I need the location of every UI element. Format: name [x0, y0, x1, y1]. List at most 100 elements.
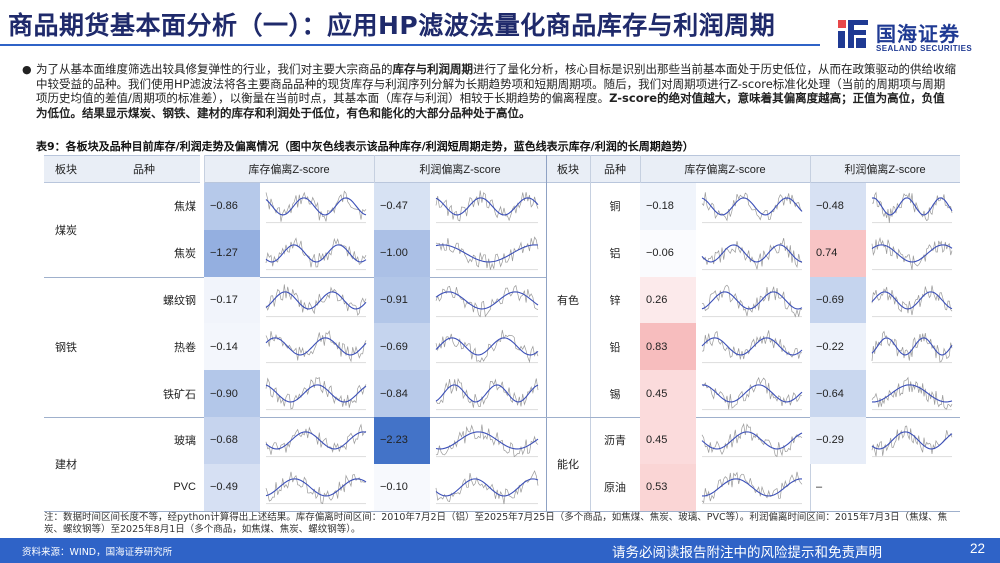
table-caption: 表9：各板块及品种目前库存/利润走势及偏离情况（图中灰色线表示该品种库存/利润短…	[36, 140, 694, 153]
long-trend-line	[435, 244, 539, 263]
profit-zscore: −0.69	[374, 323, 430, 371]
long-trend-line	[871, 290, 953, 310]
footer-source: 资料来源：WIND，国海证券研究所	[22, 547, 173, 558]
long-trend-line	[265, 384, 367, 403]
sector-cell-left: 钢铁	[55, 341, 77, 354]
profit-zscore: −0.22	[810, 323, 866, 371]
inventory-sparkline	[265, 330, 367, 364]
long-trend-line	[265, 197, 367, 216]
inventory-sparkline	[701, 237, 803, 270]
logo-english-name: SEALAND SECURITIES	[876, 44, 973, 53]
short-cycle-line	[701, 192, 803, 222]
inventory-sparkline	[701, 423, 803, 458]
sector-cell-right: 有色	[557, 295, 579, 307]
inventory-sparkline	[701, 330, 803, 364]
variety-name: 玻璃	[174, 435, 196, 448]
inventory-zscore: 0.83	[640, 323, 696, 371]
long-trend-line	[265, 337, 367, 356]
title-divider	[0, 44, 820, 46]
inventory-zscore: −0.18	[640, 183, 696, 230]
group-divider	[44, 417, 546, 418]
deviation-table: 板块 品种 库存偏离Z-score 利润偏离Z-score 板块 品种 库存偏离Z-scor…	[44, 155, 960, 512]
profit-sparkline	[435, 236, 539, 270]
short-cycle-line	[701, 237, 803, 270]
profit-zscore: 0.74	[810, 229, 866, 277]
long-trend-line	[871, 244, 953, 263]
long-trend-line	[872, 384, 953, 403]
short-cycle-line	[265, 283, 367, 316]
variety-name: 原油	[604, 482, 626, 495]
inventory-zscore: −1.27	[204, 229, 260, 277]
short-cycle-line	[265, 236, 367, 268]
column-divider	[590, 155, 591, 511]
inventory-sparkline	[265, 190, 367, 224]
short-cycle-line	[435, 190, 539, 222]
profit-sparkline	[435, 469, 539, 504]
sealand-logo-icon	[838, 20, 868, 48]
long-trend-line	[265, 478, 367, 497]
variety-name: 铅	[609, 341, 621, 354]
long-trend-line	[265, 244, 367, 263]
inventory-sparkline	[701, 192, 803, 224]
short-cycle-line	[701, 330, 803, 360]
short-cycle-line	[871, 425, 953, 457]
long-trend-line	[435, 478, 539, 497]
header-inv-left: 库存偏离Z-score	[204, 155, 374, 183]
long-trend-line	[871, 337, 953, 356]
group-divider	[44, 510, 546, 512]
bullet-icon: ●	[22, 63, 32, 76]
profit-sparkline	[435, 330, 539, 364]
inventory-zscore: −0.86	[204, 183, 260, 230]
long-trend-line	[435, 197, 539, 216]
short-cycle-line	[435, 424, 539, 458]
profit-zscore: −2.23	[374, 417, 430, 464]
profit-zscore: −1.00	[374, 229, 430, 277]
group-divider	[546, 417, 960, 418]
short-cycle-line	[435, 330, 539, 364]
inventory-sparkline	[265, 283, 367, 317]
short-cycle-line	[435, 236, 539, 270]
profit-sparkline	[871, 191, 953, 224]
header-variety-left: 品种	[88, 155, 200, 183]
short-cycle-line	[701, 471, 803, 504]
inventory-zscore: 0.45	[640, 417, 696, 464]
inventory-sparkline	[701, 471, 803, 504]
header-profit-right: 利润偏离Z-score	[810, 155, 960, 183]
variety-name: 焦炭	[174, 248, 196, 261]
profit-zscore: −0.91	[374, 276, 430, 324]
long-trend-line	[702, 384, 803, 403]
short-cycle-line	[265, 330, 367, 363]
variety-name: 锡	[609, 388, 621, 401]
inventory-zscore: −0.68	[204, 417, 260, 464]
variety-name: 螺纹钢	[163, 294, 196, 307]
header-profit-left: 利润偏离Z-score	[374, 155, 546, 183]
variety-name: 铁矿石	[163, 388, 196, 401]
long-trend-line	[871, 431, 953, 450]
profit-sparkline	[871, 376, 953, 411]
variety-name: 铝	[609, 248, 621, 261]
profit-zscore: –	[816, 481, 823, 494]
short-cycle-line	[435, 378, 539, 408]
profit-zscore: −0.29	[810, 417, 866, 464]
short-cycle-line	[435, 469, 539, 504]
profit-sparkline	[871, 425, 953, 458]
group-divider	[44, 276, 546, 278]
sector-cell-right: 能化	[557, 458, 579, 471]
intro-bold-2: Z-score的绝对值越大，意味着其偏离度越高；正值为高位，负值为低位。结果显示…	[36, 91, 945, 120]
logo-chinese-name: 国海证券	[876, 22, 960, 46]
short-cycle-line	[265, 471, 367, 504]
table-note: 注：数据时间区间长度不等，经python计算得出上述结果。库存偏离时间区间：20…	[44, 512, 948, 535]
intro-bold-1: 库存与利润周期	[392, 62, 474, 76]
profit-zscore: −0.84	[374, 370, 430, 417]
short-cycle-line	[871, 331, 953, 363]
inventory-zscore: −0.17	[204, 276, 260, 324]
long-trend-line	[435, 290, 539, 310]
short-cycle-line	[871, 236, 953, 270]
variety-name: 锌	[609, 294, 621, 307]
inventory-sparkline	[265, 236, 367, 270]
variety-name: 焦煤	[174, 201, 196, 214]
inventory-zscore: 0.45	[640, 370, 696, 417]
profit-sparkline	[871, 285, 953, 317]
header-sector-left: 板块	[44, 155, 88, 183]
short-cycle-line	[872, 191, 953, 223]
